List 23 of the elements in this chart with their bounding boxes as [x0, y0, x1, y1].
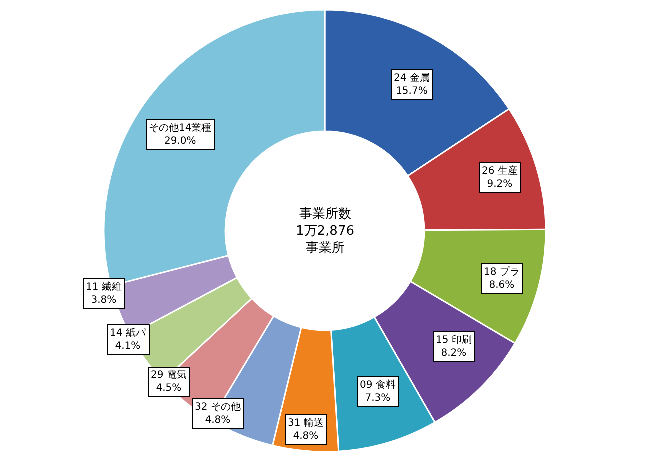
slice-label: 09 食料 [360, 379, 396, 391]
data-label: 7.3% [365, 393, 391, 404]
data-label: 8.2% [441, 348, 467, 359]
slice-label: 11 繊維 [86, 281, 122, 293]
data-label: 3.8% [91, 295, 117, 306]
slice-label: 31 輸送 [288, 417, 324, 429]
slice-label: 32 その他 [195, 401, 241, 413]
data-label: 4.8% [205, 415, 231, 426]
data-label: 8.6% [489, 280, 515, 291]
data-label: 29.0% [164, 136, 196, 147]
data-label: 4.8% [293, 431, 319, 442]
slice-label: 14 紙パ [110, 327, 147, 339]
data-label: 9.2% [487, 179, 513, 190]
data-label: 4.5% [156, 383, 182, 394]
slice-label: 15 印刷 [436, 334, 472, 346]
slice-label: 18 プラ [484, 266, 520, 278]
slice-label: その他14業種 [149, 122, 212, 134]
data-label: 4.1% [115, 341, 141, 352]
text: 事業所数 1万2,876 事業所 [296, 207, 354, 256]
data-label: 15.7% [396, 86, 428, 97]
slice-label: 26 生産 [482, 165, 518, 177]
slice-label: 29 電気 [151, 370, 187, 381]
slice-label: 24 金属 [394, 72, 430, 84]
